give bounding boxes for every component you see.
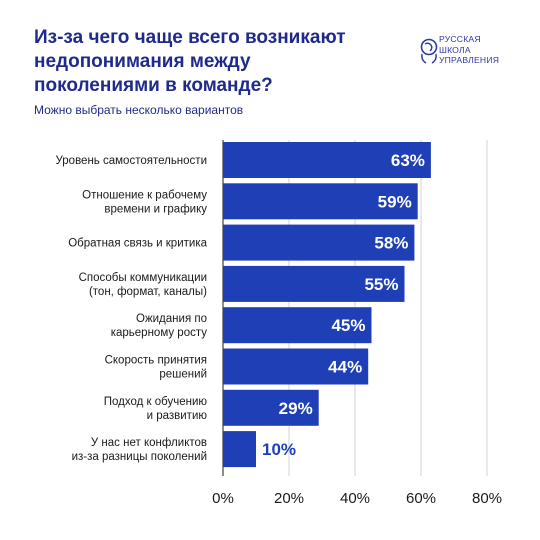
category-label: Уровень самостоятельности bbox=[56, 155, 208, 167]
category-label-line: Скорость принятия bbox=[105, 355, 207, 367]
bar bbox=[223, 389, 319, 426]
category-label: Подход к обучению и развитию bbox=[104, 396, 208, 422]
category-label-line: Обратная связь и критика bbox=[68, 238, 207, 250]
chart-subtitle: Можно выбрать несколько вариантов bbox=[34, 103, 244, 117]
x-tick-label: 40% bbox=[340, 490, 370, 507]
logo-line: ШКОЛА bbox=[439, 44, 471, 55]
x-tick-label: 20% bbox=[274, 490, 304, 507]
bar-value-label: 10% bbox=[262, 440, 296, 459]
category-label-line: (тон, формат, каналы) bbox=[89, 286, 207, 298]
bar-value-label: 55% bbox=[364, 275, 398, 294]
logo-text: РУССКАЯ ШКОЛА УПРАВЛЕНИЯ bbox=[439, 34, 499, 66]
category-label-line: времени и графику bbox=[104, 203, 207, 215]
chart-title-line: Из-за чего чаще всего возникают bbox=[34, 27, 346, 48]
bar bbox=[223, 265, 405, 302]
category-label: Способы коммуникации (тон, формат, каналы… bbox=[79, 272, 208, 298]
bar-value-label: 45% bbox=[331, 316, 365, 335]
category-label-line: Ожидания по bbox=[136, 313, 207, 325]
category-label: Ожидания по карьерному росту bbox=[111, 313, 208, 339]
bar-value-label: 44% bbox=[328, 358, 362, 377]
chart-title-line: поколениями в команде? bbox=[34, 75, 273, 96]
globe-wreath-icon bbox=[420, 38, 438, 64]
bar-value-label: 59% bbox=[378, 192, 412, 211]
logo-line: РУССКАЯ bbox=[439, 34, 481, 44]
category-label-line: и развитию bbox=[147, 410, 208, 422]
category-label: Отношение к рабочему времени и графику bbox=[82, 189, 207, 215]
chart-title: Из-за чего чаще всего возникают недопони… bbox=[34, 26, 364, 98]
x-tick-label: 80% bbox=[472, 490, 502, 507]
category-label: Обратная связь и критика bbox=[68, 238, 207, 250]
category-label-line: карьерному росту bbox=[111, 327, 208, 339]
category-label-line: У нас нет конфликтов bbox=[91, 437, 207, 449]
category-label-line: Способы коммуникации bbox=[79, 272, 207, 284]
bar bbox=[223, 431, 256, 468]
x-tick-label: 60% bbox=[406, 490, 436, 507]
category-label: Скорость принятия решений bbox=[105, 355, 207, 381]
category-label-line: из-за разницы поколений bbox=[72, 451, 207, 463]
bar bbox=[223, 307, 372, 344]
bar bbox=[223, 224, 415, 261]
category-label-line: Уровень самостоятельности bbox=[56, 155, 208, 167]
category-label: У нас нет конфликтов из-за разницы поколе… bbox=[72, 437, 207, 463]
category-label-line: Отношение к рабочему bbox=[82, 189, 207, 201]
category-label-line: Подход к обучению bbox=[104, 396, 208, 408]
x-tick-label: 0% bbox=[212, 490, 234, 507]
bar-value-label: 29% bbox=[279, 399, 313, 418]
bar-value-label: 58% bbox=[374, 234, 408, 253]
bar bbox=[223, 348, 369, 385]
bar-value-label: 63% bbox=[391, 151, 425, 170]
category-label-line: решений bbox=[159, 369, 207, 381]
logo-line: УПРАВЛЕНИЯ bbox=[439, 55, 500, 65]
bar bbox=[223, 142, 431, 178]
chart-title-line: недопонимания между bbox=[34, 51, 251, 72]
bar bbox=[223, 183, 418, 220]
